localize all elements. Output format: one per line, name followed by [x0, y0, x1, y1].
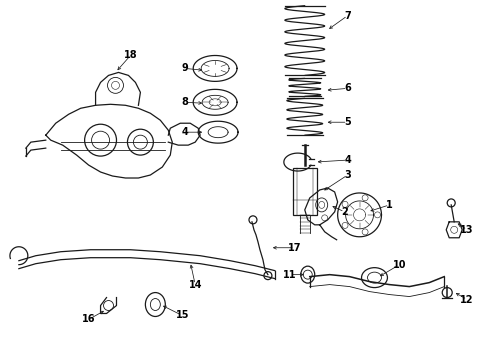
Text: 2: 2 [341, 207, 348, 217]
Text: 16: 16 [82, 314, 96, 324]
Bar [293, 168, 317, 215]
Text: 7: 7 [344, 11, 351, 21]
Text: 11: 11 [283, 270, 296, 280]
Text: 8: 8 [182, 97, 189, 107]
Text: 4: 4 [344, 155, 351, 165]
Text: 3: 3 [344, 170, 351, 180]
Text: 17: 17 [288, 243, 301, 253]
Text: 18: 18 [123, 50, 137, 60]
Text: 5: 5 [344, 117, 351, 127]
Text: 12: 12 [461, 294, 474, 305]
Text: 9: 9 [182, 63, 189, 73]
Text: 15: 15 [175, 310, 189, 320]
Text: 1: 1 [386, 200, 393, 210]
Text: 14: 14 [189, 280, 202, 289]
Text: 13: 13 [461, 225, 474, 235]
Text: 4: 4 [182, 127, 189, 137]
Text: 10: 10 [392, 260, 406, 270]
Text: 6: 6 [344, 84, 351, 93]
